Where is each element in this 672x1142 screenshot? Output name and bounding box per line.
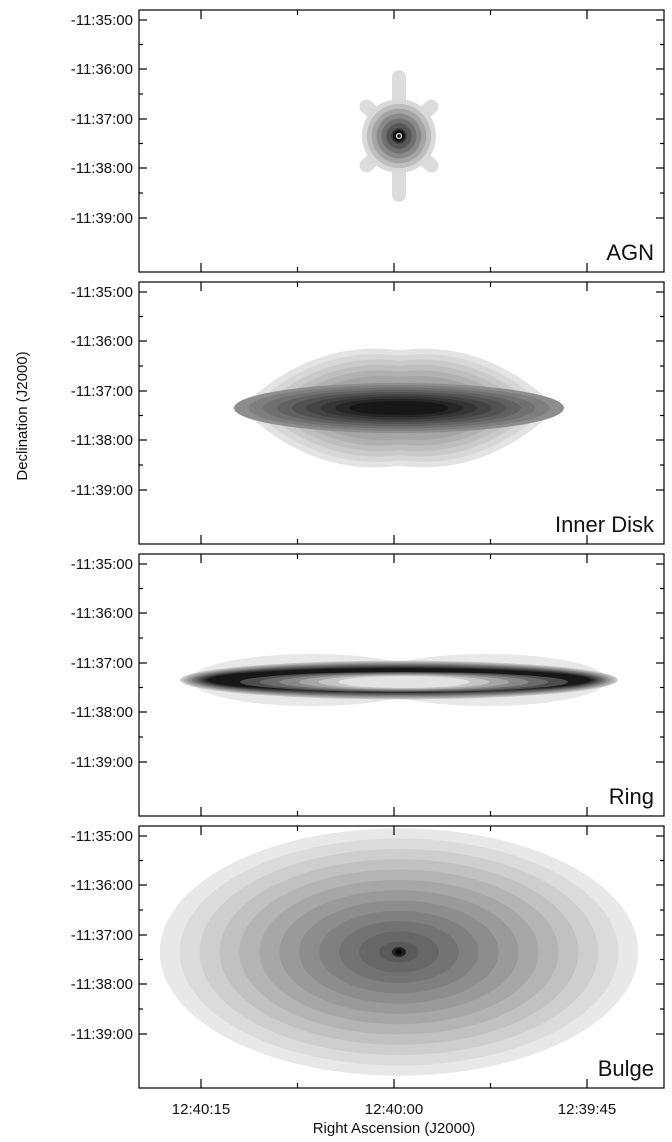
y-tick-label: -11:38:00: [71, 432, 133, 449]
panel-agn: -11:35:00 -11:36:00 -11:37:00 -11:38:00 -11:…: [71, 9, 665, 273]
core-center: [395, 949, 403, 955]
y-tick-label: -11:35:00: [71, 556, 133, 573]
y-tick-label: -11:35:00: [71, 284, 133, 301]
panel-frame: [138, 9, 665, 273]
y-tick-label: -11:39:00: [71, 1026, 133, 1043]
y-tick-label: -11:36:00: [71, 877, 133, 894]
panel-frame: [138, 281, 665, 545]
y-tick-label: -11:38:00: [71, 160, 133, 177]
y-tick-label: -11:39:00: [71, 754, 133, 771]
y-tick-label: -11:38:00: [71, 976, 133, 993]
core-center: [397, 134, 401, 138]
panel-label: Ring: [609, 784, 654, 809]
panel-frame: [138, 825, 665, 1089]
y-tick-label: -11:37:00: [71, 927, 133, 944]
y-tick-label: -11:37:00: [71, 383, 133, 400]
x-axis-title: Right Ascension (J2000): [313, 1120, 476, 1137]
y-tick-label: -11:36:00: [71, 61, 133, 78]
panel-label: AGN: [606, 240, 654, 265]
y-tick-label: -11:36:00: [71, 333, 133, 350]
panel-label: Inner Disk: [555, 512, 655, 537]
panel-label: Bulge: [598, 1056, 654, 1081]
y-tick-label: -11:39:00: [71, 210, 133, 227]
panel-inner-disk: -11:35:00 -11:36:00 -11:37:00 -11:38:00 -11:…: [71, 281, 665, 545]
panel-image: [359, 70, 439, 202]
panel-ring: -11:35:00 -11:36:00 -11:37:00 -11:38:00 -11:…: [71, 553, 665, 817]
y-tick-label: -11:39:00: [71, 482, 133, 499]
y-axis-title: Declination (J2000): [14, 351, 31, 480]
y-tick-label: -11:35:00: [71, 828, 133, 845]
y-tick-label: -11:36:00: [71, 605, 133, 622]
panel-bulge: -11:35:00 -11:36:00 -11:37:00 -11:38:00 -11:…: [71, 825, 665, 1089]
x-tick-label: 12:40:00: [365, 1101, 423, 1118]
y-tick-label: -11:37:00: [71, 655, 133, 672]
panel-image: [180, 654, 618, 706]
contour-level: [338, 676, 470, 688]
panel-image: [159, 828, 639, 1076]
y-tick-label: -11:38:00: [71, 704, 133, 721]
y-tick-label: -11:35:00: [71, 12, 133, 29]
y-tick-label: -11:37:00: [71, 111, 133, 128]
x-tick-label: 12:39:45: [558, 1101, 616, 1118]
panel-frame: [138, 553, 665, 817]
panel-image: [234, 348, 564, 468]
x-tick-label: 12:40:15: [172, 1101, 230, 1118]
contour-level: [349, 400, 449, 416]
